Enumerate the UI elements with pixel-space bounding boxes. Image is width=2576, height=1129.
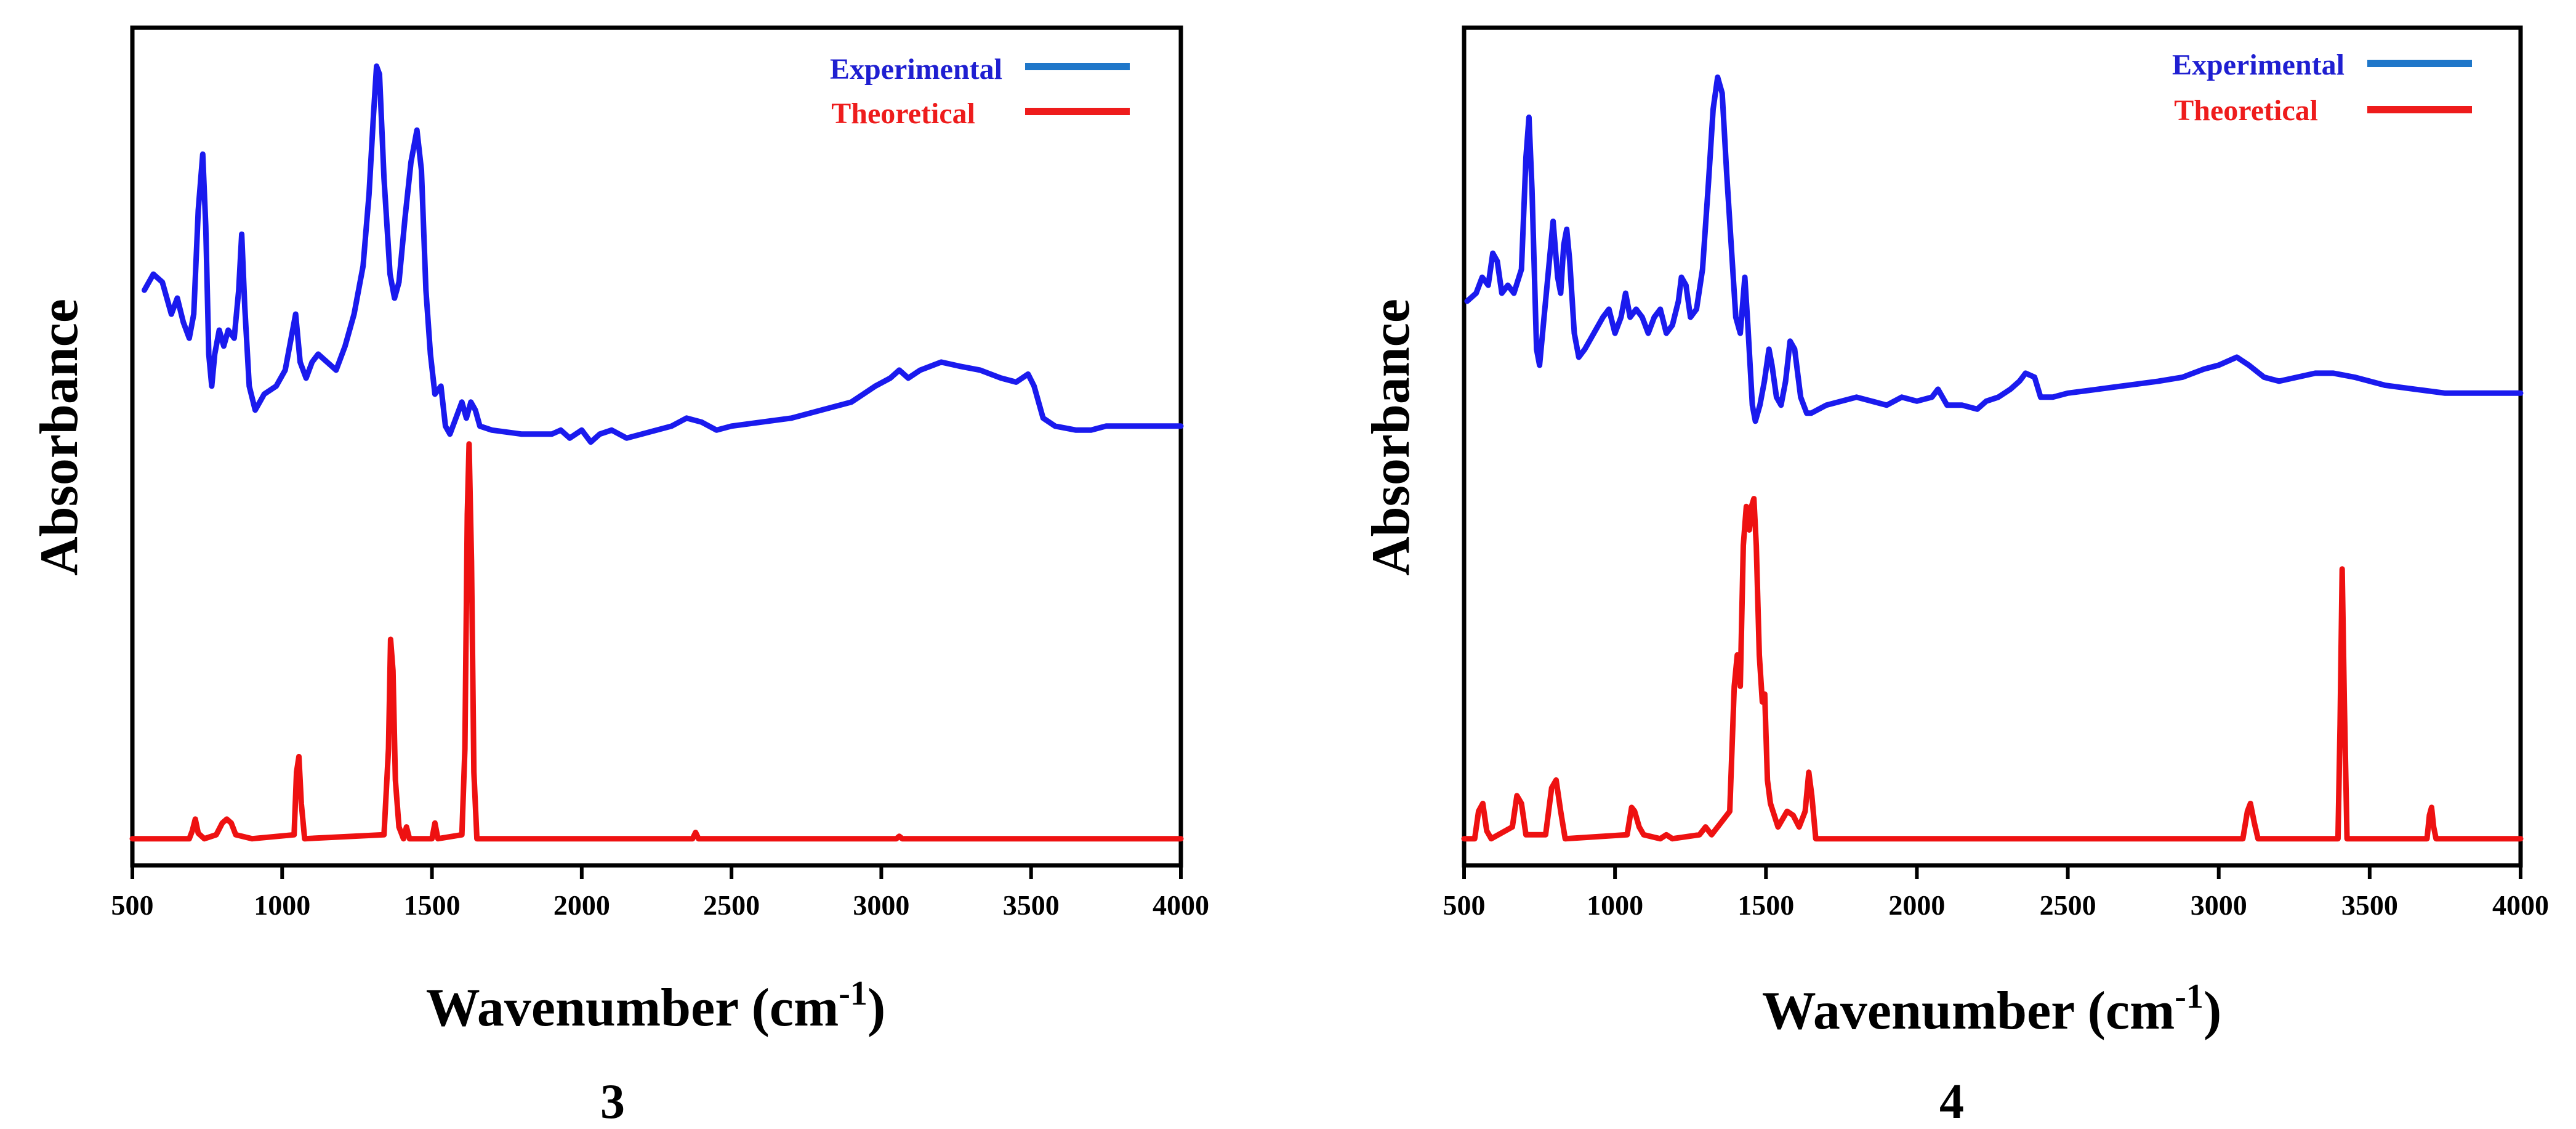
x-tick-label: 500 bbox=[1443, 889, 1486, 921]
x-axis-title-main: Wavenumber (cm bbox=[1762, 981, 2175, 1041]
x-tick-label: 3000 bbox=[853, 889, 909, 921]
x-tick-label: 1500 bbox=[404, 889, 461, 921]
x-axis-title-sup: -1 bbox=[2175, 977, 2204, 1016]
panel-label: 4 bbox=[1939, 1075, 1964, 1129]
x-tick-label: 4000 bbox=[1153, 889, 1209, 921]
legend-label-experimental: Experimental bbox=[830, 53, 1002, 86]
x-ticks bbox=[1462, 865, 2522, 879]
series-line-theoretical bbox=[1461, 496, 2524, 842]
x-axis-title-main: Wavenumber (cm bbox=[426, 978, 839, 1038]
legend-label-experimental: Experimental bbox=[2172, 49, 2345, 81]
x-tick-label: 2500 bbox=[2040, 889, 2096, 921]
x-tick-label: 2500 bbox=[703, 889, 760, 921]
x-axis-title-close: ) bbox=[867, 978, 885, 1038]
x-tick-label: 2000 bbox=[1888, 889, 1945, 921]
panel-label: 3 bbox=[600, 1075, 625, 1129]
x-tick-labels: 500 1000 1500 2000 2500 3000 3500 4000 bbox=[111, 889, 1210, 921]
x-axis-title-close: ) bbox=[2204, 981, 2221, 1041]
series-line-experimental bbox=[1464, 74, 2524, 424]
x-tick-label: 1000 bbox=[254, 889, 310, 921]
x-ticks bbox=[131, 865, 1183, 879]
x-tick-label: 4000 bbox=[2492, 889, 2549, 921]
x-tick-label: 1000 bbox=[1587, 889, 1643, 921]
x-axis-title: Wavenumber (cm-1) bbox=[1762, 977, 2222, 1041]
chart-panel-4: 500 1000 1500 2000 2500 3000 3500 4000 Experime… bbox=[1361, 25, 2550, 1129]
x-tick-label: 1500 bbox=[1737, 889, 1794, 921]
x-tick-labels: 500 1000 1500 2000 2500 3000 3500 4000 bbox=[1443, 889, 2550, 921]
plot-frame bbox=[1462, 25, 2523, 868]
x-axis-title: Wavenumber (cm-1) bbox=[426, 974, 886, 1038]
series-group bbox=[129, 63, 1184, 842]
plot-frame bbox=[130, 25, 1183, 868]
series-line-experimental bbox=[142, 63, 1184, 445]
x-tick-label: 2000 bbox=[553, 889, 610, 921]
series-group bbox=[1461, 74, 2524, 842]
y-axis-title: Absorbance bbox=[30, 299, 89, 576]
legend-label-theoretical: Theoretical bbox=[831, 97, 975, 130]
x-tick-label: 3000 bbox=[2191, 889, 2247, 921]
x-tick-label: 3500 bbox=[2341, 889, 2398, 921]
x-axis-title-sup: -1 bbox=[839, 974, 867, 1013]
x-tick-label: 3500 bbox=[1003, 889, 1060, 921]
series-line-theoretical bbox=[129, 441, 1184, 842]
legend-label-theoretical: Theoretical bbox=[2174, 94, 2318, 127]
y-axis-title: Absorbance bbox=[1361, 299, 1421, 576]
x-tick-label: 500 bbox=[111, 889, 154, 921]
chart-panel-3: 500 1000 1500 2000 2500 3000 3500 4000 Experime… bbox=[30, 25, 1210, 1129]
